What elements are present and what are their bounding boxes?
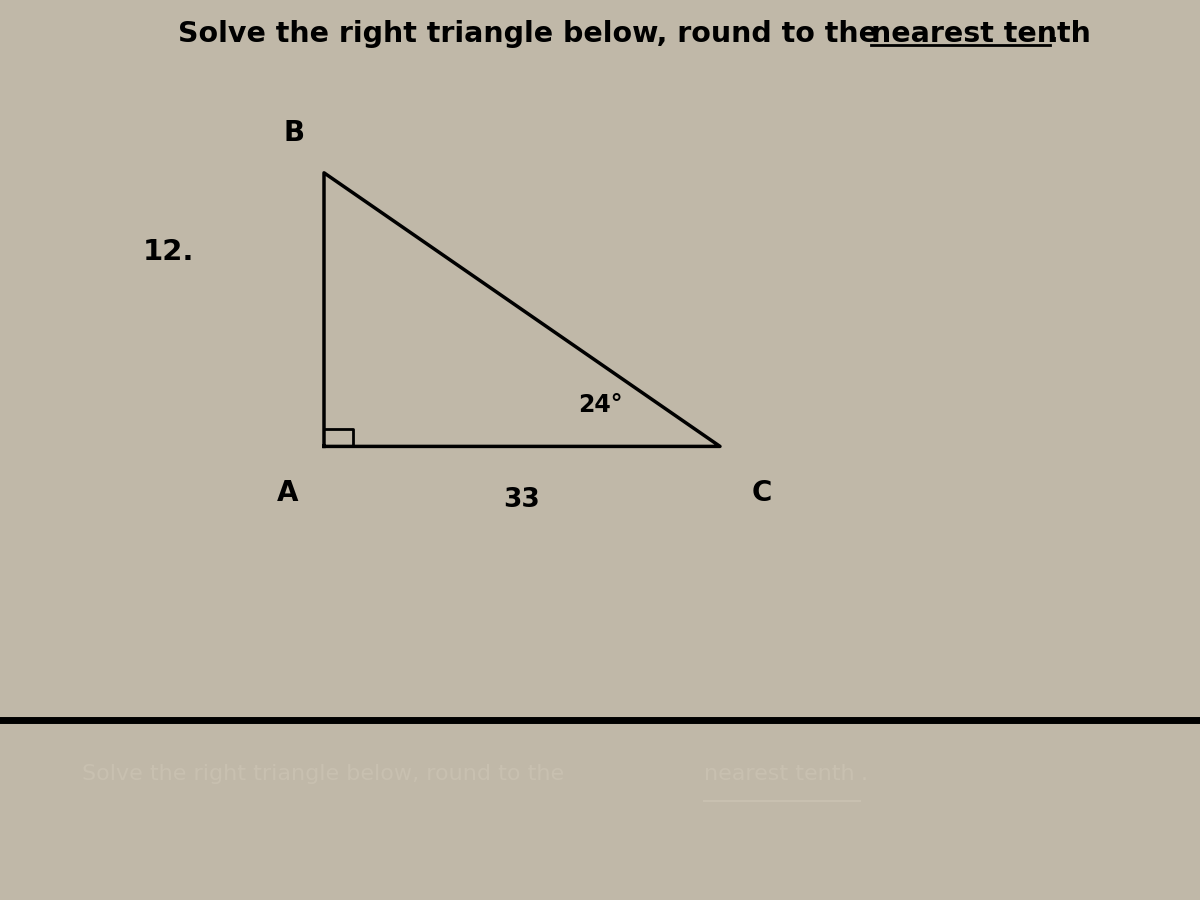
Text: C: C bbox=[752, 479, 772, 508]
Text: 33: 33 bbox=[504, 488, 540, 513]
Text: nearest tenth: nearest tenth bbox=[704, 764, 856, 784]
Text: B: B bbox=[283, 119, 305, 148]
Text: .: . bbox=[860, 764, 868, 784]
Point bbox=[697, 796, 712, 806]
Text: A: A bbox=[277, 479, 299, 508]
Text: 24°: 24° bbox=[577, 392, 623, 417]
Text: 12.: 12. bbox=[143, 238, 193, 266]
Text: .: . bbox=[1048, 20, 1058, 49]
Point bbox=[853, 796, 868, 806]
Text: Solve the right triangle below, round to the: Solve the right triangle below, round to… bbox=[178, 20, 888, 49]
Text: Solve the right triangle below, round to the: Solve the right triangle below, round to… bbox=[82, 764, 571, 784]
Text: nearest tenth: nearest tenth bbox=[871, 20, 1091, 49]
